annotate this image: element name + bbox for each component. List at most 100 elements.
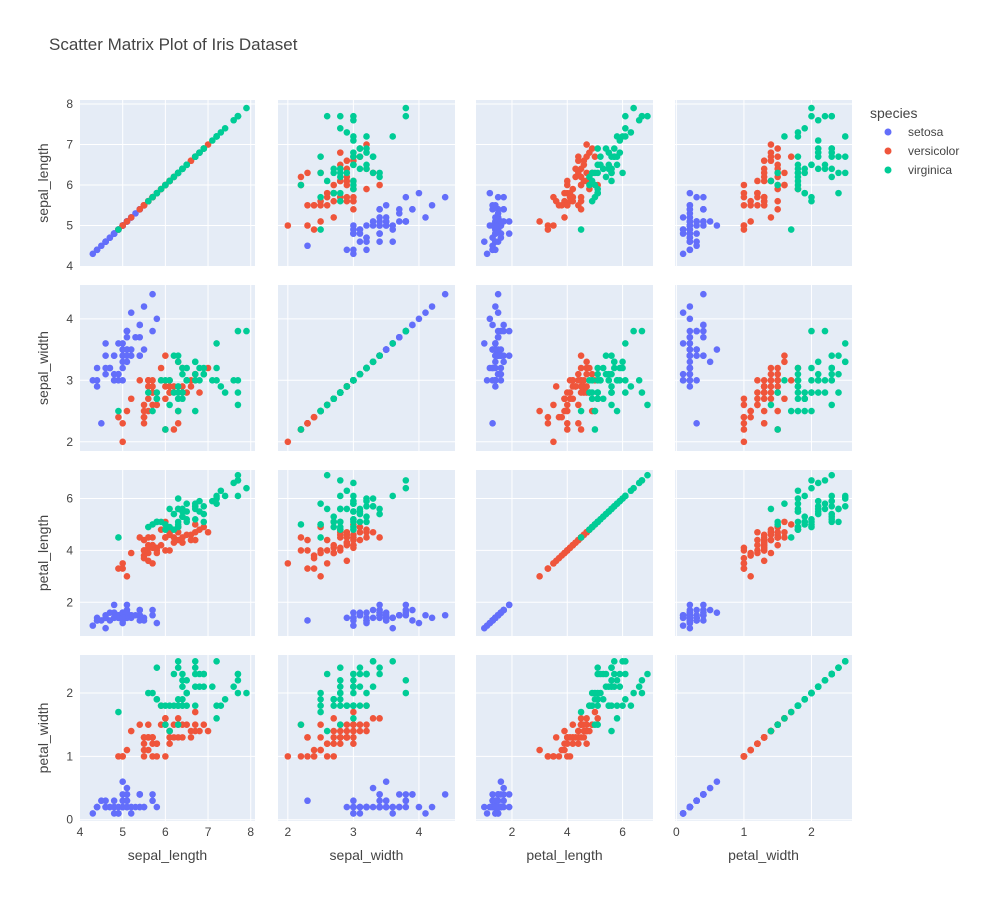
point-versicolor <box>174 715 182 722</box>
point-setosa <box>441 791 449 798</box>
point-virginica <box>153 395 161 403</box>
point-virginica <box>330 395 338 403</box>
legend-item-setosa[interactable]: setosa <box>884 125 944 139</box>
point-virginica <box>243 327 250 335</box>
point-virginica <box>179 165 186 173</box>
point-versicolor <box>204 528 212 536</box>
point-versicolor <box>343 557 351 565</box>
x-tick-label: 5 <box>119 825 126 839</box>
point-setosa <box>422 611 429 619</box>
point-virginica <box>209 137 216 144</box>
point-virginica <box>605 165 613 173</box>
point-versicolor <box>119 438 126 446</box>
point-virginica <box>217 487 225 495</box>
point-versicolor <box>369 715 377 722</box>
point-versicolor <box>187 536 195 544</box>
point-virginica <box>174 169 182 177</box>
point-virginica <box>174 658 182 665</box>
point-versicolor <box>555 554 563 562</box>
point-virginica <box>627 129 635 136</box>
point-versicolor <box>310 413 318 421</box>
point-setosa <box>376 206 383 213</box>
point-versicolor <box>376 534 383 541</box>
point-setosa <box>119 803 126 811</box>
point-versicolor <box>284 753 292 760</box>
point-versicolor <box>343 727 351 735</box>
point-virginica <box>213 715 220 722</box>
point-versicolor <box>123 407 131 415</box>
point-versicolor <box>323 536 331 544</box>
point-setosa <box>700 321 707 329</box>
point-virginica <box>221 389 229 396</box>
point-versicolor <box>740 560 748 567</box>
point-virginica <box>801 189 809 197</box>
point-versicolor <box>577 383 585 390</box>
point-virginica <box>594 377 601 384</box>
point-setosa <box>483 250 491 258</box>
point-virginica <box>369 683 377 690</box>
point-setosa <box>505 791 513 798</box>
point-versicolor <box>740 222 748 229</box>
point-setosa <box>686 340 694 347</box>
point-virginica <box>613 677 621 684</box>
point-virginica <box>330 696 338 703</box>
point-virginica <box>174 358 182 366</box>
point-virginica <box>808 407 815 415</box>
point-virginica <box>841 340 849 347</box>
point-virginica <box>801 125 809 132</box>
point-versicolor <box>740 420 748 427</box>
point-virginica <box>602 683 610 690</box>
point-setosa <box>492 303 499 310</box>
point-setosa <box>102 624 109 632</box>
point-virginica <box>828 364 836 372</box>
point-virginica <box>153 389 161 396</box>
point-versicolor <box>330 549 338 557</box>
point-versicolor <box>356 721 364 728</box>
point-versicolor <box>140 401 148 409</box>
point-setosa <box>700 791 707 798</box>
legend-label: versicolor <box>908 144 959 158</box>
point-versicolor <box>191 721 199 728</box>
point-virginica <box>350 500 357 508</box>
y-tick-label: 6 <box>66 492 73 506</box>
point-virginica <box>115 708 122 716</box>
point-virginica <box>610 670 618 678</box>
point-setosa <box>415 315 423 323</box>
point-versicolor <box>136 377 144 384</box>
legend-item-versicolor[interactable]: versicolor <box>884 144 960 158</box>
point-virginica <box>794 500 802 508</box>
point-versicolor <box>563 407 571 415</box>
point-setosa <box>153 803 161 811</box>
point-versicolor <box>760 157 768 165</box>
point-setosa <box>686 210 694 217</box>
legend-item-virginica[interactable]: virginica <box>884 163 953 177</box>
point-setosa <box>110 601 118 609</box>
point-versicolor <box>550 438 557 446</box>
point-versicolor <box>350 531 357 539</box>
point-setosa <box>98 242 105 250</box>
point-virginica <box>149 193 156 201</box>
point-virginica <box>376 670 383 678</box>
point-virginica <box>814 116 822 124</box>
point-versicolor <box>191 528 199 536</box>
point-setosa <box>389 810 397 817</box>
point-virginica <box>356 510 364 518</box>
point-setosa <box>110 797 118 805</box>
point-virginica <box>787 226 795 233</box>
point-setosa <box>363 238 370 246</box>
point-setosa <box>686 238 694 246</box>
point-virginica <box>808 104 815 112</box>
point-versicolor <box>760 389 768 396</box>
point-versicolor <box>747 413 754 421</box>
point-versicolor <box>740 193 748 201</box>
point-setosa <box>500 358 507 366</box>
point-setosa <box>693 606 700 614</box>
point-versicolor <box>149 544 156 552</box>
point-versicolor <box>350 740 357 747</box>
point-virginica <box>234 112 242 120</box>
point-setosa <box>679 226 687 233</box>
point-versicolor <box>555 201 563 209</box>
point-setosa <box>441 290 449 298</box>
point-versicolor <box>336 740 344 747</box>
point-setosa <box>149 290 156 298</box>
